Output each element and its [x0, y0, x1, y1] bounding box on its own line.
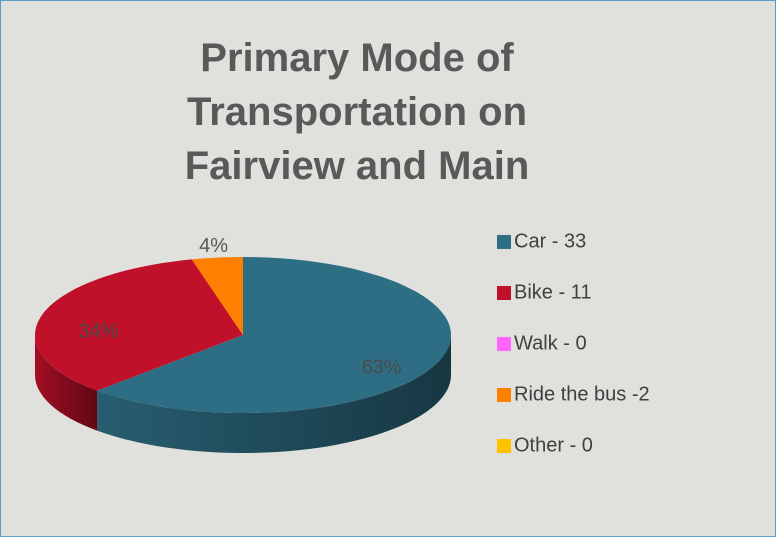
legend-label: Car - 33: [514, 230, 586, 252]
legend-label: Bike - 11: [514, 281, 591, 303]
slice: [191, 257, 243, 335]
slice-side-shade: [35, 335, 98, 431]
legend-swatch: [497, 235, 511, 249]
chart-title: Primary Mode of Transportation on Fairview…: [185, 36, 530, 188]
data-label: 34%: [78, 321, 118, 343]
slice-side-shade: [97, 335, 451, 453]
slice: [97, 257, 451, 413]
legend-label: Walk - 0: [514, 332, 587, 354]
legend-swatch: [497, 286, 511, 300]
data-label: 4%: [199, 235, 228, 257]
legend-label: Other - 0: [514, 434, 593, 456]
legend-label: Ride the bus -2: [514, 383, 650, 405]
legend-swatch: [497, 388, 511, 402]
legend-swatch: [497, 439, 511, 453]
legend-swatch: [497, 337, 511, 351]
slice: [35, 259, 243, 391]
data-label: 63%: [362, 357, 402, 379]
